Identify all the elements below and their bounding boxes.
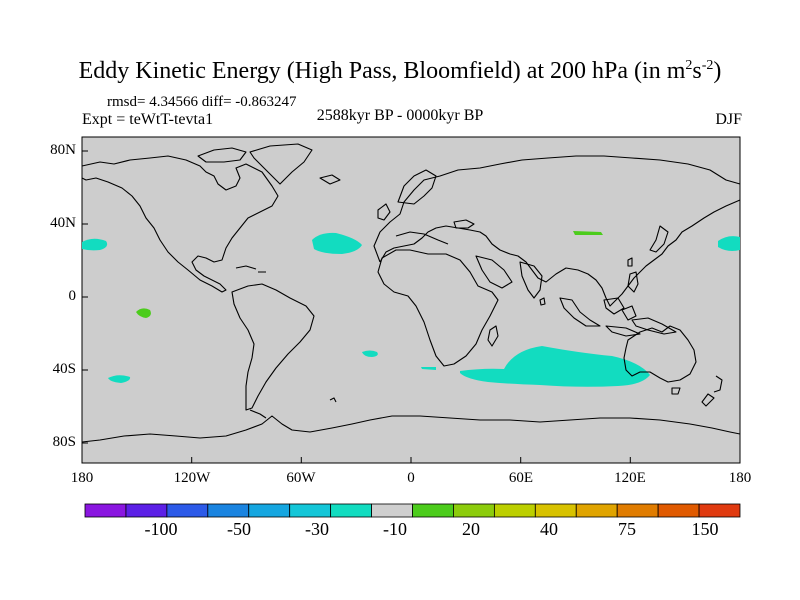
coastline-british-isles <box>377 203 391 221</box>
lat-tick-label: 0 <box>68 288 77 304</box>
coastline-indonesia <box>559 297 677 337</box>
colorbar-swatch <box>248 503 291 518</box>
coastline-antarctica <box>81 415 741 443</box>
colorbar-swatch <box>125 503 168 518</box>
colorbar-swatch <box>575 503 618 518</box>
coastline-madagascar <box>487 325 499 347</box>
coastline-australia <box>623 325 697 383</box>
coastline-philippines <box>627 271 639 293</box>
anomaly-patch <box>82 238 108 251</box>
colorbar-swatch <box>453 503 495 518</box>
anomaly-patch <box>573 231 603 235</box>
coastline-arabia <box>475 255 513 289</box>
coastline-asia-east <box>379 199 741 307</box>
anomaly-patches <box>82 231 740 387</box>
coastline-scandinavia <box>397 169 437 205</box>
coastline-eurasia <box>373 155 741 263</box>
coastline-japan <box>649 225 669 253</box>
lon-tick-label: 120W <box>173 470 211 486</box>
anomaly-patch <box>312 232 362 254</box>
coastlines <box>81 143 741 443</box>
coastline-new-zealand <box>701 375 723 407</box>
coastline-tasmania <box>671 387 681 395</box>
axis-ticks <box>81 150 741 463</box>
coastline-india <box>519 261 543 299</box>
coastline-arctic-islands <box>197 147 247 163</box>
plot-title: Eddy Kinetic Energy (High Pass, Bloomfie… <box>78 58 722 84</box>
colorbar-label: 20 <box>462 519 480 539</box>
lat-tick-label: 40S <box>52 361 76 377</box>
coastline-south-georgia <box>329 397 337 403</box>
colorbar-label: -50 <box>227 519 251 539</box>
coastline-tierra-del-fuego <box>249 409 267 419</box>
period-label: 2588kyr BP - 0000kyr BP <box>316 107 484 124</box>
coastline-greenland <box>249 143 313 185</box>
colorbar-swatch <box>207 503 250 518</box>
coastline-taiwan <box>627 257 633 267</box>
stats-label: rmsd= 4.34566 diff= -0.863247 <box>107 94 297 110</box>
colorbar <box>84 503 741 518</box>
lon-tick-label: 120E <box>614 470 646 486</box>
colorbar-swatch <box>330 503 372 518</box>
coastline-north-america <box>81 155 279 293</box>
colorbar-swatch <box>371 503 413 518</box>
lon-tick-label: 180 <box>70 470 94 486</box>
lat-tick-label: 80S <box>52 434 76 450</box>
coastline-caribbean <box>235 265 266 273</box>
anomaly-patch <box>108 375 131 383</box>
anomaly-patch <box>421 367 436 370</box>
colorbar-swatch <box>289 503 332 518</box>
lon-tick-label: 60E <box>508 470 534 486</box>
colorbar-swatch <box>493 503 536 518</box>
coastline-mediterranean <box>395 219 475 245</box>
lon-tick-label: 60W <box>286 470 316 486</box>
coastline-south-america <box>231 283 315 411</box>
colorbar-swatch <box>166 503 209 518</box>
colorbar-swatch <box>84 503 127 518</box>
coastline-iceland <box>319 174 341 185</box>
anomaly-patch <box>136 308 151 318</box>
colorbar-label: -100 <box>144 519 178 539</box>
colorbar-swatch <box>412 503 454 518</box>
lon-tick-label: 0 <box>407 470 415 486</box>
season-label: DJF <box>715 111 742 128</box>
colorbar-label: 75 <box>618 519 636 539</box>
colorbar-swatch <box>534 503 577 518</box>
colorbar-label: -10 <box>383 519 407 539</box>
colorbar-swatch <box>616 503 659 518</box>
experiment-label: Expt = teWtT-tevta1 <box>82 111 214 128</box>
lat-tick-label: 40N <box>50 215 76 231</box>
coastline-africa <box>377 249 499 367</box>
colorbar-label: 150 <box>691 519 719 539</box>
anomaly-patch <box>718 236 740 251</box>
lon-tick-label: 180 <box>728 470 752 486</box>
anomaly-patch <box>460 346 650 387</box>
colorbar-label: 40 <box>540 519 558 539</box>
lat-tick-label: 80N <box>50 142 76 158</box>
colorbar-label: -30 <box>305 519 329 539</box>
colorbar-swatch <box>698 503 741 518</box>
colorbar-swatch <box>657 503 700 518</box>
coastline-sri-lanka <box>539 297 546 306</box>
anomaly-patch <box>362 350 378 357</box>
